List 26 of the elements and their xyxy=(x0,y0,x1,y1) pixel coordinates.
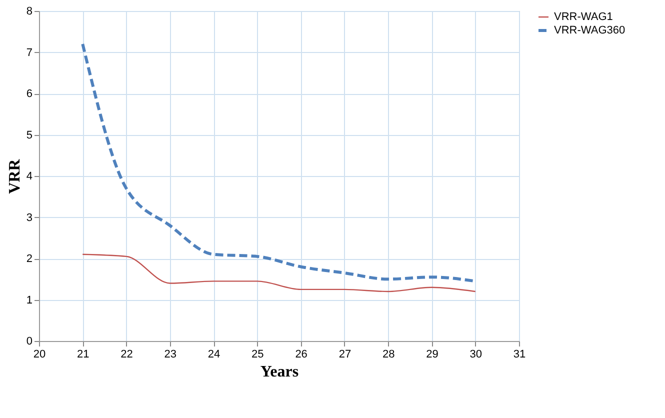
x-tick-label: 30 xyxy=(470,348,482,360)
x-tick-label: 23 xyxy=(164,348,177,360)
x-tick-label: 27 xyxy=(338,348,352,360)
x-tick-label: 26 xyxy=(295,348,308,360)
y-tick-label: 4 xyxy=(26,170,32,182)
x-tick-label: 25 xyxy=(252,348,264,360)
x-tick-label: 28 xyxy=(382,348,395,360)
y-tick-label: 1 xyxy=(26,294,32,306)
legend-label: VRR-WAG1 xyxy=(554,11,613,23)
y-tick-label: 5 xyxy=(26,129,32,142)
y-tick-label: 6 xyxy=(26,88,32,100)
x-tick-label: 31 xyxy=(513,348,526,360)
x-tick-label: 29 xyxy=(426,348,438,360)
y-tick-label: 7 xyxy=(26,46,32,59)
x-tick-label: 22 xyxy=(120,348,133,360)
x-tick-label: 21 xyxy=(77,348,90,360)
x-axis-title: Years xyxy=(260,364,299,380)
y-axis-title: VRR xyxy=(6,158,24,194)
legend-label: VRR-WAG360 xyxy=(554,24,626,36)
y-tick-label: 2 xyxy=(26,253,32,265)
x-tick-label: 24 xyxy=(208,348,220,360)
y-tick-label: 0 xyxy=(26,336,32,348)
x-tick-label: 20 xyxy=(33,348,46,360)
line-series xyxy=(82,254,476,292)
y-tick-label: 3 xyxy=(26,212,32,224)
y-tick-label: 8 xyxy=(26,6,32,18)
